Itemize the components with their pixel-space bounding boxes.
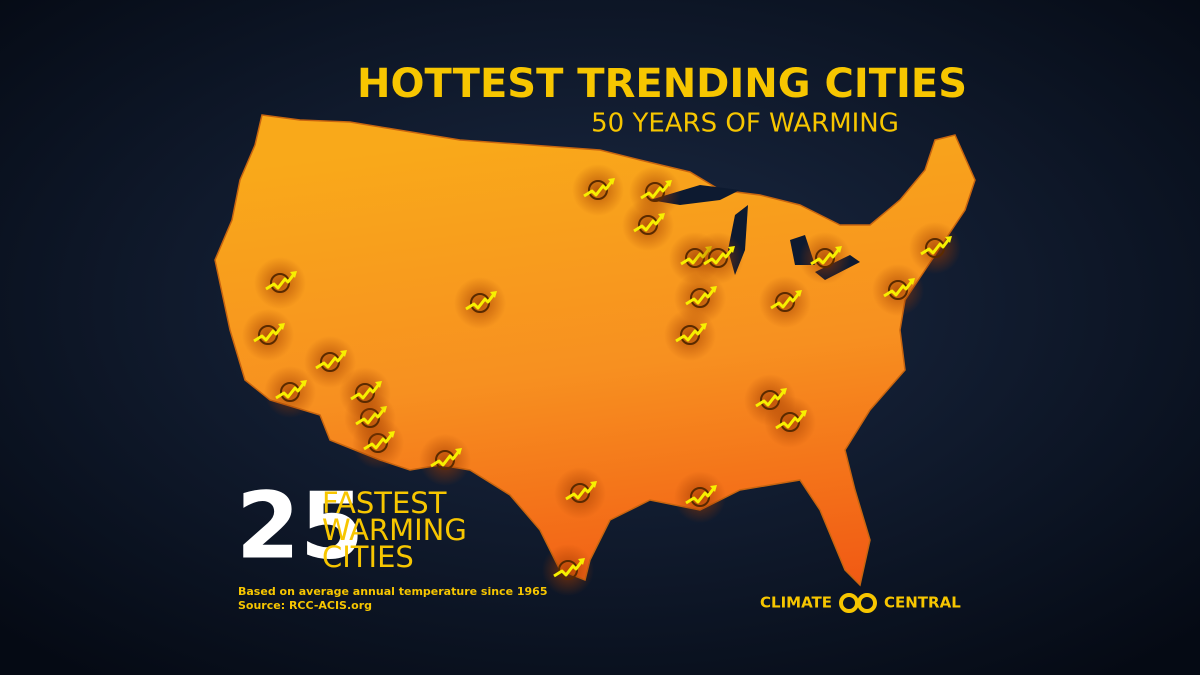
marker-arrowhead: [578, 558, 585, 565]
marker-trend: [633, 215, 664, 233]
marker-arrowhead: [795, 290, 802, 297]
city-marker: [254, 257, 306, 309]
marker-arrowhead: [340, 350, 347, 357]
marker-trend: [355, 408, 386, 426]
marker-arrowhead: [800, 410, 807, 417]
marker-arrowhead: [710, 286, 717, 293]
callout-line: CITIES: [322, 540, 414, 574]
city-marker: [622, 199, 674, 251]
city-marker: [909, 222, 961, 274]
marker-trend: [883, 280, 914, 298]
city-marker: [692, 232, 744, 284]
marker-arrowhead: [908, 278, 915, 285]
marker-trend: [685, 288, 716, 306]
marker-trend: [640, 182, 671, 200]
city-marker: [554, 467, 606, 519]
marker-trend: [275, 382, 306, 400]
marker-trend: [775, 412, 806, 430]
callout-line: FASTEST: [322, 486, 447, 520]
city-marker: [339, 367, 391, 419]
marker-trend: [363, 433, 394, 451]
subtitle: 50 YEARS OF WARMING: [591, 109, 899, 139]
marker-arrowhead: [835, 246, 842, 253]
marker-trend: [583, 180, 614, 198]
city-marker: [572, 164, 624, 216]
marker-trend: [465, 293, 496, 311]
city-marker: [419, 434, 471, 486]
marker-arrowhead: [710, 485, 717, 492]
marker-arrowhead: [590, 481, 597, 488]
title: HOTTEST TRENDING CITIES: [357, 61, 967, 107]
city-marker: [542, 544, 594, 596]
marker-trend: [265, 273, 296, 291]
marker-trend: [920, 238, 951, 256]
marker-trend: [675, 325, 706, 343]
city-marker: [664, 309, 716, 361]
marker-trend: [315, 352, 346, 370]
marker-trend: [430, 450, 461, 468]
city-marker: [304, 336, 356, 388]
city-marker: [764, 396, 816, 448]
city-markers: [242, 164, 961, 596]
marker-arrowhead: [608, 178, 615, 185]
marker-trend: [350, 383, 381, 401]
logo-text: CLIMATE: [760, 594, 832, 612]
marker-arrowhead: [700, 323, 707, 330]
marker-arrowhead: [658, 213, 665, 220]
marker-arrowhead: [300, 380, 307, 387]
city-marker: [872, 264, 924, 316]
marker-arrowhead: [728, 246, 735, 253]
marker-trend: [553, 560, 584, 578]
marker-trend: [810, 248, 841, 266]
marker-arrowhead: [780, 388, 787, 395]
marker-arrowhead: [375, 381, 382, 388]
logo-mark: [839, 593, 877, 613]
logo-text: CENTRAL: [884, 594, 961, 612]
marker-trend: [770, 292, 801, 310]
marker-arrowhead: [665, 180, 672, 187]
marker-arrowhead: [278, 323, 285, 330]
marker-trend: [253, 325, 284, 343]
us-map: [214, 114, 976, 587]
city-marker: [674, 471, 726, 523]
marker-arrowhead: [945, 236, 952, 243]
count: 25: [236, 472, 364, 579]
city-marker: [242, 309, 294, 361]
city-marker: [264, 366, 316, 418]
marker-trend: [703, 248, 734, 266]
note: Based on average annual temperature sinc…: [238, 585, 547, 598]
marker-trend: [685, 487, 716, 505]
marker-arrowhead: [490, 291, 497, 298]
callout-line: WARMING: [322, 513, 467, 547]
city-marker: [799, 232, 851, 284]
city-marker: [454, 277, 506, 329]
note: Source: RCC-ACIS.org: [238, 599, 372, 612]
marker-arrowhead: [290, 271, 297, 278]
city-marker: [759, 276, 811, 328]
marker-trend: [565, 483, 596, 501]
marker-trend: [755, 390, 786, 408]
marker-arrowhead: [455, 448, 462, 455]
